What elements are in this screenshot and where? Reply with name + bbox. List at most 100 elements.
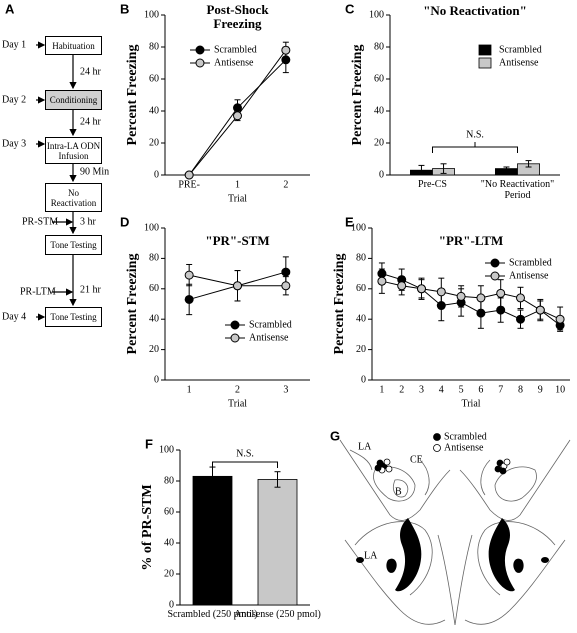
region-label: LA [358,441,372,452]
x-tick-label: 2 [283,179,288,190]
day-label: Day 1 [2,39,26,50]
chart-title: "No Reactivation" [423,3,527,18]
data-point [516,293,525,303]
legend-label: Antisense [444,442,484,453]
x-axis-label: Trial [228,193,247,204]
legend-marker [195,45,205,55]
x-tick-label: PRE- [178,179,200,190]
annotation: N.S. [466,129,484,140]
y-tick-label: 40 [374,105,384,116]
legend-label: Antisense [249,332,289,343]
brain-region-fill [356,518,549,592]
flow-box: Tone Testing [45,307,102,327]
y-tick-label: 60 [149,283,159,294]
panel-label: A [5,1,15,16]
legend-label: Scrambled [509,257,552,268]
x-axis-label: Trial [461,398,480,409]
y-tick-label: 20 [149,344,159,355]
x-tick-label: 3 [419,384,424,395]
region-label: CE [410,454,423,465]
flow-box: No Reactivation [45,183,102,212]
panel-label: B [120,1,129,16]
legend-marker [478,44,492,56]
data-point [516,314,525,324]
interval: 21 hr [80,284,102,295]
flow-box: Intra-LA ODN Infusion [45,137,102,164]
data-point [476,293,486,303]
legend-label: Antisense [509,270,549,281]
data-point [555,314,565,324]
error-bar [525,160,532,168]
chart-title: "PR"-STM [205,233,270,248]
y-tick-label: 40 [149,105,159,116]
x-tick-label: 1 [379,384,384,395]
data-point [377,276,387,286]
error-bar [503,166,510,171]
interval: 90 Min [80,166,109,177]
error-bar [274,471,281,488]
x-tick-label: 4 [439,384,444,395]
data-point [417,284,426,294]
test-label: PR-LTM [20,286,56,297]
y-tick-label: 20 [356,344,366,355]
data-point [281,267,291,277]
data-point [456,291,466,301]
y-tick-label: 100 [369,9,384,20]
x-tick-label: 2 [235,384,240,395]
data-point [397,281,407,291]
legend-label: Antisense [499,57,539,68]
y-tick-label: 100 [144,9,159,20]
panel-label: C [345,1,355,16]
y-tick-label: 80 [149,41,159,52]
x-tick-label: Antisense (250 pmol) [234,609,321,620]
y-tick-label: 40 [356,313,366,324]
day-label: Day 2 [2,94,26,105]
legend-marker [230,320,240,330]
data-point [184,270,194,280]
x-tick-label: 2 [399,384,404,395]
chart-title: Post-Shock Freezing [206,2,269,31]
bar [192,475,233,606]
interval: 24 hr [80,66,102,77]
test-label: PR-STM [22,216,58,227]
legend-marker [195,58,205,68]
y-tick-label: 20 [374,137,384,148]
y-tick-label: 80 [164,475,174,486]
panel-label: D [120,214,129,229]
bar [257,479,298,606]
y-tick-label: 80 [374,41,384,52]
series-line [381,273,561,326]
y-tick-label: 40 [149,313,159,324]
y-tick-label: 60 [149,73,159,84]
x-tick-label: 5 [459,384,464,395]
series-line [381,280,561,320]
y-axis-label: % of PR-STM [140,484,155,570]
panel-label: G [330,428,340,443]
region-label: LA [364,550,378,561]
y-tick-label: 60 [356,283,366,294]
annotation: N.S. [236,448,254,459]
bracket [212,461,278,468]
y-tick-label: 0 [361,374,366,385]
flow-box: Habituation [45,36,102,55]
data-point [281,281,291,291]
bracket [432,142,518,153]
legend-label: Antisense [214,57,254,68]
placement-dots [374,433,511,475]
interval: 24 hr [80,116,102,127]
x-tick-label: Pre-CS [418,179,447,190]
y-tick-label: 100 [351,222,366,233]
y-axis-label: Percent Freezing [125,45,140,146]
legend-marker [478,57,492,69]
x-tick-label: 6 [478,384,483,395]
y-tick-label: 0 [379,169,384,180]
x-tick-label: 7 [498,384,503,395]
x-tick-label: Scrambled (250 pmol) [167,609,258,620]
y-axis-label: Percent Freezing [332,254,347,355]
data-point [184,294,194,304]
data-point [281,45,291,55]
y-tick-label: 40 [164,537,174,548]
legend-label: Scrambled [214,44,257,55]
y-tick-label: 60 [374,73,384,84]
